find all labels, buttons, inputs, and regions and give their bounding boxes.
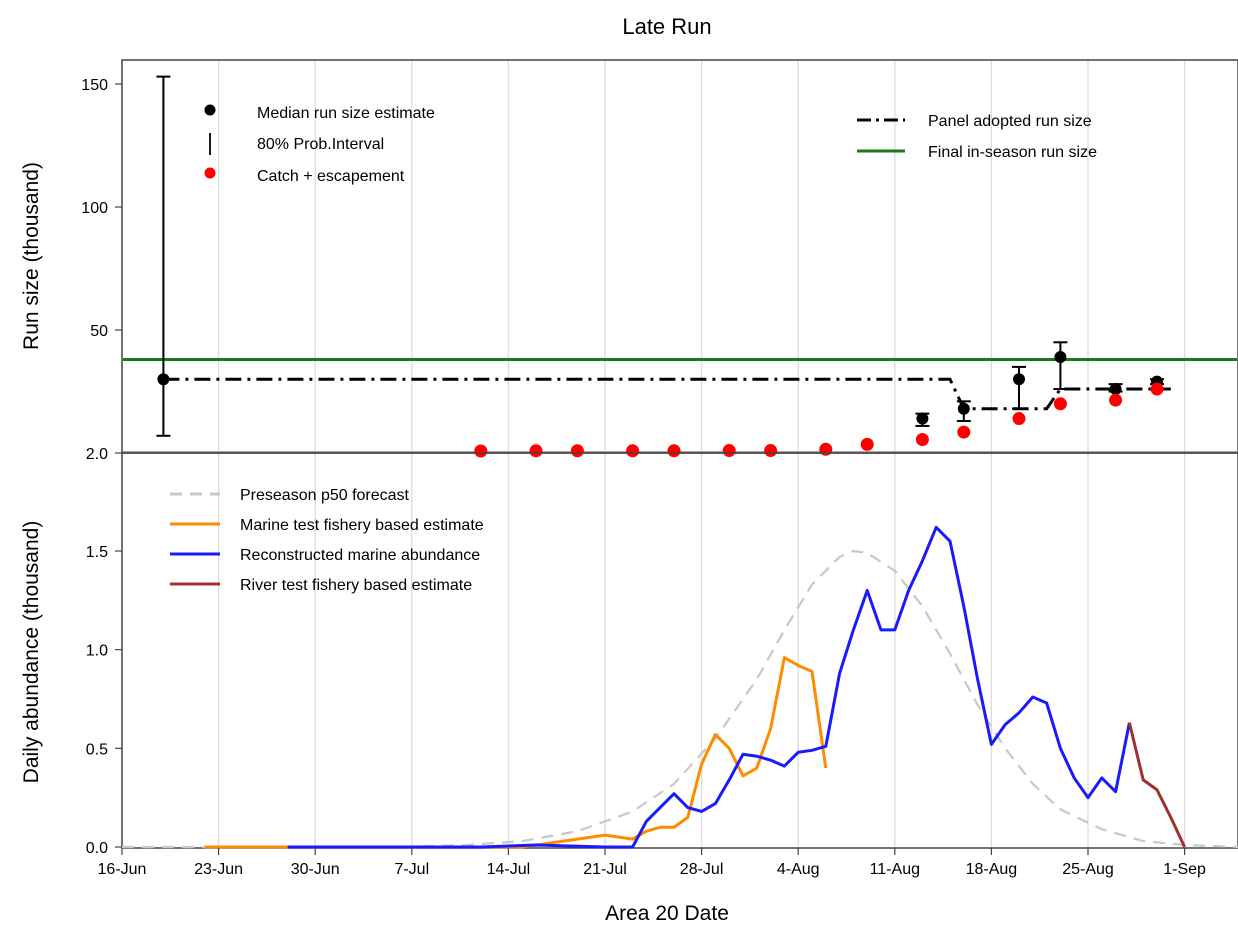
catch-escapement-point	[1150, 382, 1164, 396]
bottom-panel: Daily abundance (thousand) Area 20 Date …	[20, 452, 1238, 925]
catch-escapement-point	[529, 444, 543, 458]
catch-escapement-point	[1109, 393, 1123, 407]
series-line-preseason-p50-forecast	[122, 549, 1238, 849]
x-tick-label: 30-Jun	[291, 861, 340, 878]
catch-escapement-point	[570, 444, 584, 458]
top-y-axis-label: Run size (thousand)	[20, 162, 43, 350]
bottom-y-tick-label: 0.0	[86, 840, 108, 857]
bottom-y-axis-label: Daily abundance (thousand)	[20, 521, 43, 784]
x-tick-label: 14-Jul	[487, 861, 531, 878]
legend-panel-label: Panel adopted run size	[928, 113, 1092, 130]
catch-escapement-point	[1053, 397, 1067, 411]
median-run-size-point	[1109, 383, 1122, 396]
median-run-size-point	[916, 412, 929, 425]
catch-escapement-point	[722, 444, 736, 458]
x-tick-label: 18-Aug	[966, 861, 1018, 878]
legend-series-label: Preseason p50 forecast	[240, 487, 410, 504]
x-tick-label: 23-Jun	[194, 861, 243, 878]
bottom-plot-frame	[121, 452, 1238, 849]
catch-escapement-point	[764, 444, 778, 458]
series-line-reconstructed-marine-abundance	[287, 525, 1131, 849]
x-tick-label: 25-Aug	[1062, 861, 1114, 878]
legend-interval-label: 80% Prob.Interval	[257, 136, 384, 153]
median-run-size-point	[1013, 373, 1025, 386]
legend-series-label: River test fishery based estimate	[240, 577, 472, 594]
x-tick-label: 28-Jul	[680, 861, 724, 878]
legend-median-label: Median run size estimate	[257, 105, 435, 122]
catch-escapement-point	[626, 444, 640, 458]
top-y-tick-label: 100	[81, 200, 108, 217]
top-legend-right: Panel adopted run size Final in-season r…	[857, 113, 1097, 161]
x-tick-label: 11-Aug	[870, 861, 920, 878]
catch-escapement-point	[474, 444, 488, 458]
catch-escapement-point	[1012, 412, 1026, 426]
median-run-size-point	[957, 402, 970, 415]
bottom-y-tick-label: 1.0	[86, 643, 108, 660]
series-line-marine-test-fishery-based-estimate	[204, 656, 828, 849]
x-tick-label: 16-Jun	[98, 861, 147, 878]
legend-final-label: Final in-season run size	[928, 144, 1097, 161]
bottom-y-tick-label: 1.5	[86, 544, 108, 561]
median-run-size-point	[1054, 351, 1067, 364]
catch-escapement-point	[860, 437, 874, 451]
x-axis-label: Area 20 Date	[605, 902, 729, 925]
x-tick-label: 4-Aug	[777, 861, 820, 878]
catch-escapement-point	[915, 432, 929, 446]
x-tick-label: 1-Sep	[1163, 861, 1206, 878]
series-line-river-test-fishery-based-estimate	[1127, 722, 1186, 848]
catch-escapement-point	[819, 442, 833, 456]
legend-series-label: Reconstructed marine abundance	[240, 547, 480, 564]
top-panel: Late Run Run size (thousand) 2.0 50 100 150…	[20, 14, 1238, 463]
top-y-tick-label: 150	[81, 77, 108, 94]
top-legend-left: Median run size estimate 80% Prob.Interv…	[204, 104, 435, 185]
legend-median-marker	[204, 104, 216, 116]
top-y-tick-label: 2.0	[86, 446, 108, 463]
top-y-tick-label: 50	[90, 323, 108, 340]
chart-title: Late Run	[622, 14, 711, 39]
legend-catch-label: Catch + escapement	[257, 168, 405, 185]
x-tick-label: 21-Jul	[583, 861, 627, 878]
catch-escapement-point	[667, 444, 681, 458]
legend-series-label: Marine test fishery based estimate	[240, 517, 484, 534]
catch-escapement-point	[957, 425, 971, 439]
median-run-size-point	[157, 373, 170, 386]
panel-adopted-run-size-line	[163, 377, 1171, 411]
legend-catch-marker	[204, 167, 216, 179]
bottom-legend: Preseason p50 forecast Marine test fisher…	[170, 487, 484, 594]
x-tick-label: 7-Jul	[394, 861, 429, 878]
bottom-y-tick-label: 0.5	[86, 741, 108, 758]
